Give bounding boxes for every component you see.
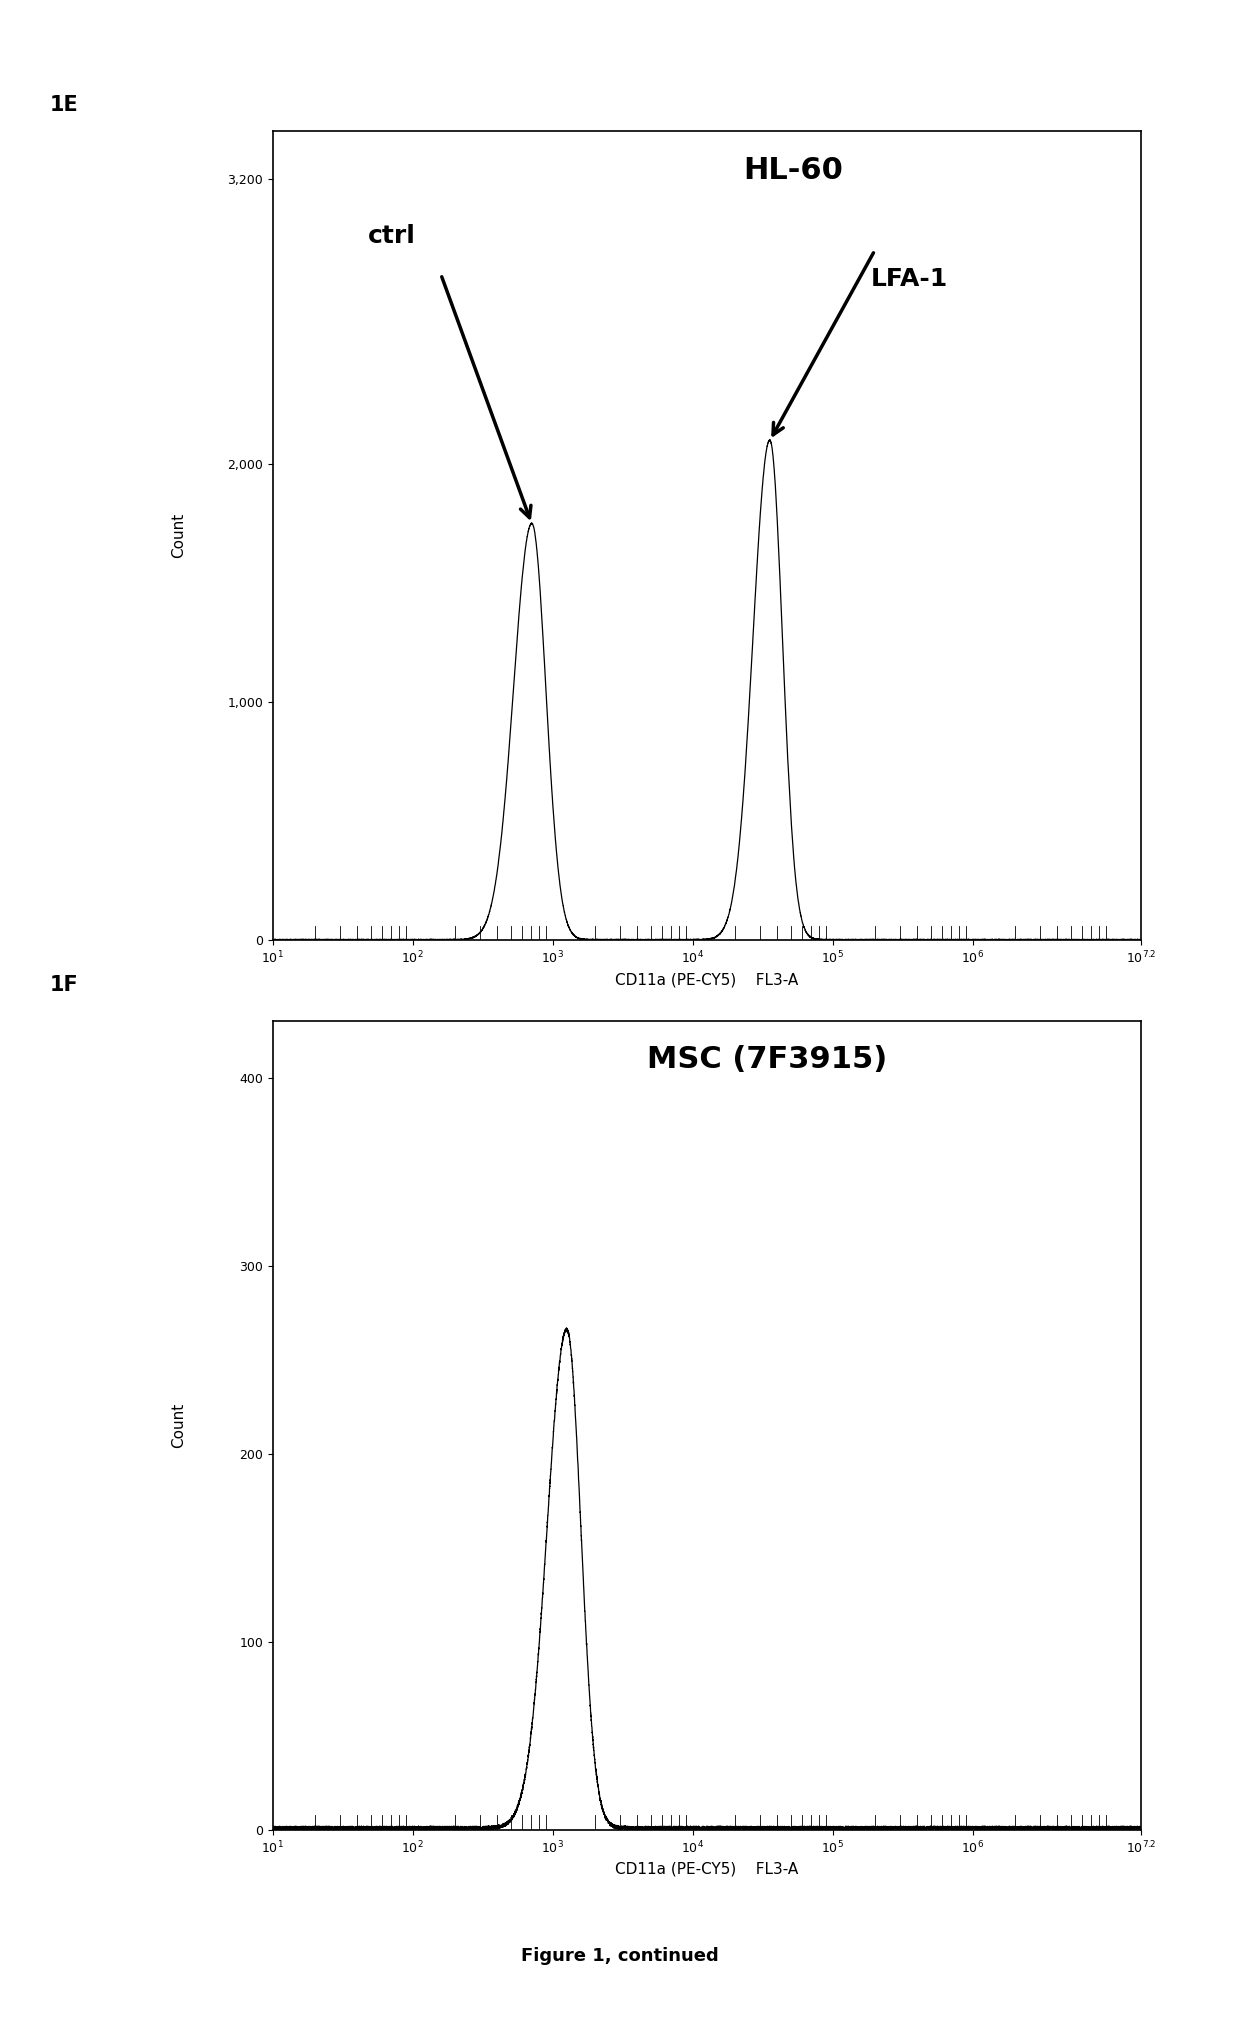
Text: HL-60: HL-60 <box>744 156 843 184</box>
Text: ctrl: ctrl <box>368 224 415 249</box>
Text: 1F: 1F <box>50 975 78 995</box>
Text: 1E: 1E <box>50 95 78 115</box>
Text: LFA-1: LFA-1 <box>872 267 949 291</box>
X-axis label: CD11a (PE-CY5)    FL3-A: CD11a (PE-CY5) FL3-A <box>615 1862 799 1876</box>
Y-axis label: Count: Count <box>171 514 186 558</box>
Text: Figure 1, continued: Figure 1, continued <box>521 1947 719 1965</box>
Y-axis label: Count: Count <box>171 1403 186 1448</box>
X-axis label: CD11a (PE-CY5)    FL3-A: CD11a (PE-CY5) FL3-A <box>615 973 799 987</box>
Text: MSC (7F3915): MSC (7F3915) <box>647 1045 888 1074</box>
